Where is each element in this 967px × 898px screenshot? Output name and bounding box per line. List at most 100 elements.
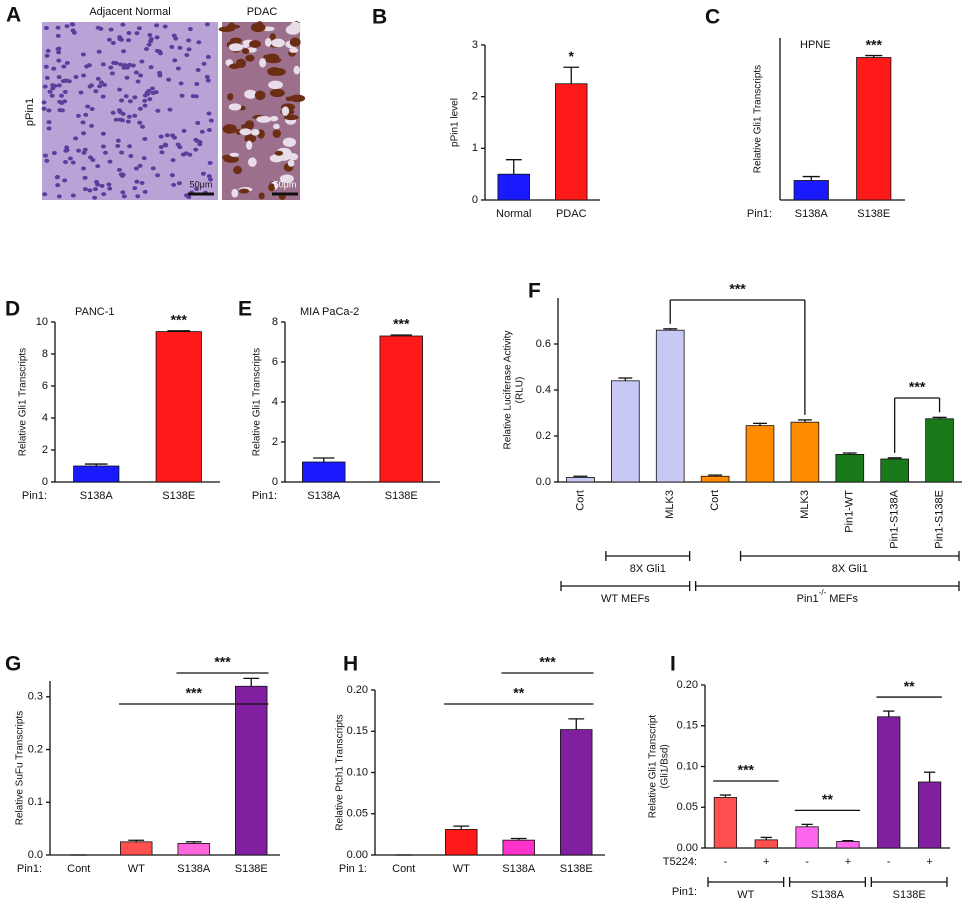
significance: ** — [822, 791, 833, 807]
nucleus — [55, 25, 61, 30]
row-label: Pin1: — [17, 863, 42, 875]
nucleus — [126, 38, 132, 43]
nucleus — [97, 84, 103, 89]
y-tick-label: 10 — [36, 316, 48, 328]
nucleus — [139, 180, 145, 185]
nucleus — [109, 71, 115, 76]
bar — [379, 335, 423, 483]
nucleus — [154, 48, 160, 53]
nucleus — [116, 108, 122, 113]
bar — [655, 329, 685, 483]
nucleus — [57, 99, 63, 104]
nucleus — [73, 136, 79, 141]
bar — [713, 797, 738, 849]
stain — [254, 90, 266, 101]
stain — [229, 152, 240, 157]
nucleus — [121, 49, 127, 54]
y-tick-label: 8 — [42, 348, 48, 360]
y-axis-label: Relative Gli1 Transcripts — [18, 348, 29, 456]
nucleus — [178, 81, 184, 86]
x-tick-label: Cont — [67, 863, 90, 875]
stain — [250, 128, 260, 136]
stain — [247, 47, 257, 53]
y-axis-label: (Gli1/Bsd) — [660, 744, 671, 788]
row-label: Pin1: — [252, 490, 277, 502]
nucleus — [63, 160, 69, 165]
nucleus — [85, 104, 91, 109]
nucleus — [56, 194, 62, 199]
y-tick-label: 0.05 — [677, 801, 698, 813]
stain — [244, 120, 255, 130]
nucleus — [55, 33, 61, 38]
stain — [227, 22, 236, 32]
nucleus — [207, 160, 213, 165]
nucleus — [193, 147, 199, 152]
bar — [120, 841, 153, 856]
nucleus — [83, 112, 89, 117]
group-label: WT MEFs — [601, 593, 650, 605]
nucleus — [180, 152, 186, 157]
nucleus — [110, 110, 116, 115]
nucleus — [63, 78, 69, 83]
significance: *** — [729, 281, 746, 297]
stain — [267, 67, 282, 76]
nucleus — [142, 98, 148, 103]
nucleus — [184, 53, 190, 58]
nucleus — [45, 48, 51, 53]
stain — [238, 188, 250, 194]
nucleus — [125, 119, 131, 124]
nucleus — [176, 181, 182, 186]
nucleus — [137, 120, 143, 125]
nucleus — [175, 142, 181, 147]
x-tick-label: Cort — [574, 490, 586, 511]
x-tick-label: WT — [453, 863, 470, 875]
nucleus — [197, 142, 203, 147]
row-label: Pin1: — [672, 886, 697, 898]
significance: *** — [393, 316, 410, 332]
bar — [73, 465, 120, 483]
chart-title: MIA PaCa-2 — [300, 306, 359, 318]
y-tick-label: 0.10 — [677, 760, 698, 772]
nucleus — [139, 59, 145, 64]
nucleus — [50, 86, 56, 91]
nucleus — [204, 74, 210, 79]
y-tick-label: 0.05 — [347, 808, 368, 820]
nucleus — [126, 31, 132, 36]
stain — [289, 47, 299, 53]
nucleus — [95, 164, 101, 169]
chart-title: PANC-1 — [75, 306, 115, 318]
nucleus — [89, 123, 95, 128]
x-tick-label: Pin1-S138A — [889, 489, 901, 548]
bar — [611, 380, 640, 483]
nucleus — [124, 75, 130, 80]
stain — [271, 38, 285, 48]
nucleus — [132, 186, 138, 191]
stain — [259, 58, 267, 68]
nucleus — [154, 23, 160, 28]
nucleus — [146, 42, 152, 47]
significance: *** — [186, 685, 203, 701]
row-label: Pin 1: — [339, 863, 367, 875]
nucleus — [205, 54, 211, 59]
nucleus — [92, 187, 98, 192]
group-label-text: 8X Gli1 — [630, 563, 666, 575]
stain — [221, 154, 233, 161]
nucleus — [150, 90, 156, 95]
nucleus — [187, 27, 193, 32]
nucleus — [169, 173, 175, 178]
nucleus — [44, 53, 50, 58]
nucleus — [62, 89, 68, 94]
y-tick-label: 0.0 — [28, 849, 43, 861]
panel-letter: B — [372, 6, 387, 29]
nucleus — [123, 94, 129, 99]
nucleus — [44, 158, 50, 163]
ihc-image-normal — [42, 22, 218, 200]
bar — [177, 843, 210, 856]
y-tick-label: 0.10 — [347, 766, 368, 778]
y-tick-label: 6 — [272, 356, 278, 368]
nucleus — [64, 24, 70, 29]
y-tick-label: 4 — [42, 412, 48, 424]
x-tick-label: MLK3 — [799, 490, 811, 519]
nucleus — [100, 144, 106, 149]
stain — [279, 174, 294, 183]
